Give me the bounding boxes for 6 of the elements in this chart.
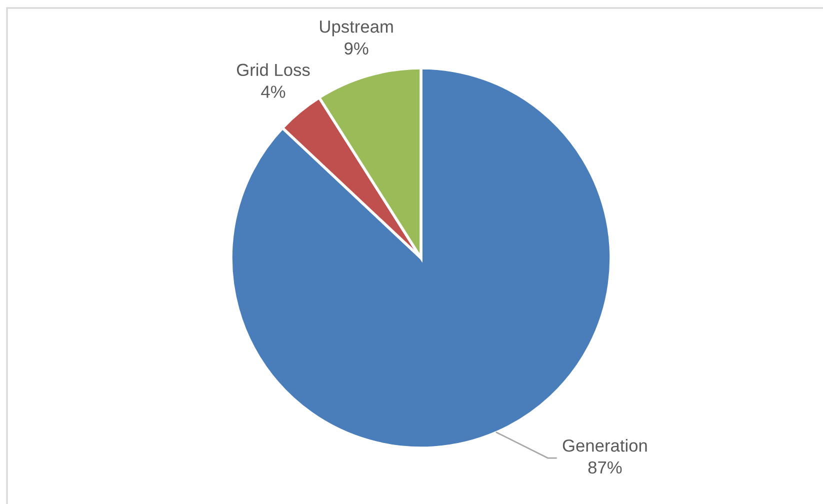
- slice-label: Generation: [562, 439, 647, 452]
- slice-label: Grid Loss: [236, 63, 310, 76]
- data-label: 87%: [588, 461, 622, 474]
- data-label: 4%: [261, 86, 286, 98]
- data-label: 9%: [344, 42, 368, 55]
- slice-label: Upstream: [320, 20, 393, 36]
